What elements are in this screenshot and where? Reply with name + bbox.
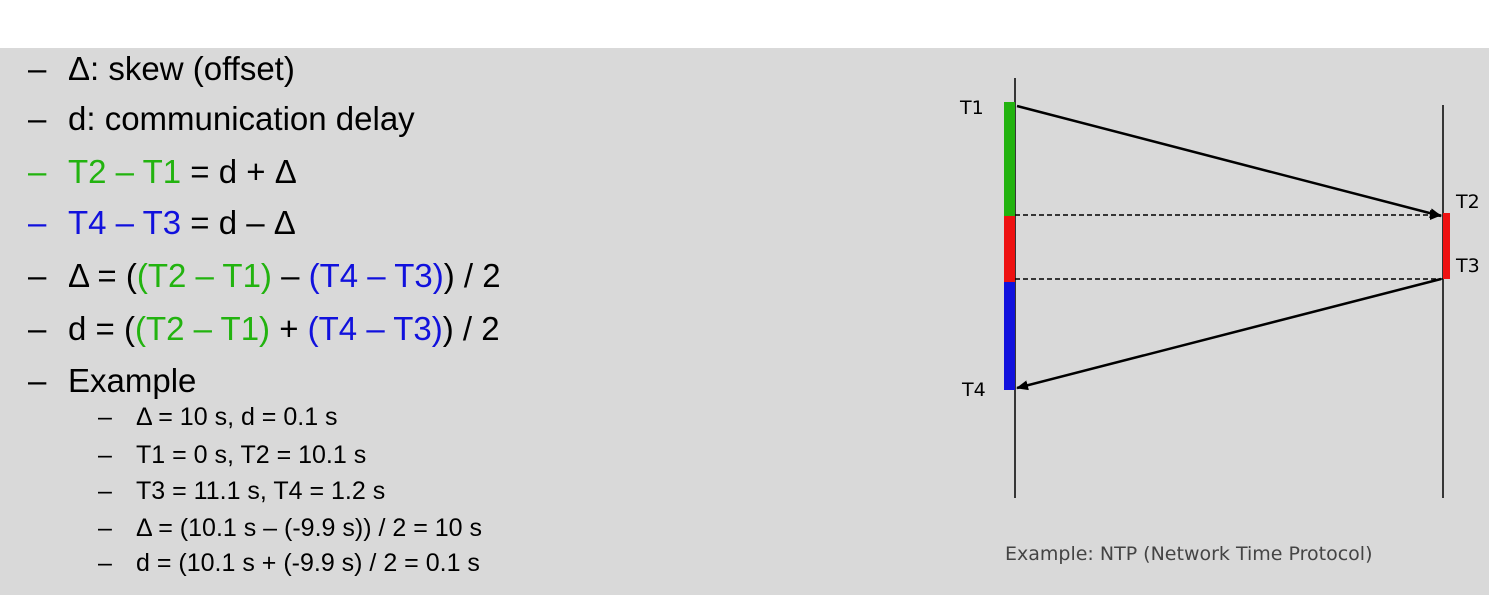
formula-prefix: d = ( (68, 310, 135, 347)
eq-rhs: = d – Δ (181, 204, 296, 241)
formula-suffix: ) / 2 (442, 310, 500, 347)
bullet-dash: – (28, 153, 47, 190)
label-t1: T1 (959, 97, 984, 119)
server-segment-t2-t3 (1443, 213, 1450, 279)
formula-operator: – (271, 257, 309, 294)
eq-lhs: T4 – T3 (68, 204, 182, 241)
bullet-delay: – d: communication delay (28, 99, 415, 139)
label-t2: T2 (1455, 191, 1480, 213)
example-item: – Δ = 10 s, d = 0.1 s (98, 402, 338, 432)
sub-dash: – (98, 441, 112, 469)
bullet-delay-formula: – d = ((T2 – T1) + (T4 – T3)) / 2 (28, 309, 500, 349)
example-text: Δ = 10 s, d = 0.1 s (136, 403, 338, 431)
example-text: T1 = 0 s, T2 = 10.1 s (136, 441, 367, 469)
example-text: d = (10.1 s + (-9.9 s) / 2 = 0.1 s (136, 549, 480, 577)
eq-lhs: T2 – T1 (68, 153, 182, 190)
sub-dash: – (98, 514, 112, 542)
example-item: – T1 = 0 s, T2 = 10.1 s (98, 440, 366, 470)
example-item: – d = (10.1 s + (-9.9 s) / 2 = 0.1 s (98, 548, 480, 578)
formula-operator: + (270, 310, 308, 347)
client-segment-t2-t3 (1004, 216, 1015, 282)
bullet-dash: – (28, 362, 47, 399)
bullet-text: d: communication delay (68, 100, 415, 137)
example-item: – T3 = 11.1 s, T4 = 1.2 s (98, 476, 385, 506)
example-item: – Δ = (10.1 s – (-9.9 s)) / 2 = 10 s (98, 513, 482, 543)
formula-blue-term: (T4 – T3) (308, 257, 444, 294)
bullet-example: – Example (28, 361, 196, 401)
sub-dash: – (98, 549, 112, 577)
formula-green-term: (T2 – T1) (136, 257, 272, 294)
bullet-dash: – (28, 100, 47, 137)
bullet-skew: – Δ: skew (offset) (28, 49, 295, 89)
eq-rhs: = d + Δ (181, 153, 297, 190)
bullet-dash: – (28, 204, 47, 241)
label-t4: T4 (961, 379, 986, 401)
example-text: T3 = 11.1 s, T4 = 1.2 s (136, 477, 386, 505)
bullet-skew-formula: – Δ = ((T2 – T1) – (T4 – T3)) / 2 (28, 256, 501, 296)
client-segment-t1-t2 (1004, 102, 1015, 216)
formula-suffix: ) / 2 (443, 257, 501, 294)
sub-dash: – (98, 477, 112, 505)
slide: – Δ: skew (offset) – d: communication dela… (0, 48, 1489, 595)
formula-blue-term: (T4 – T3) (307, 310, 443, 347)
request-arrow (1016, 104, 1442, 219)
sub-dash: – (98, 403, 112, 431)
bullet-dash: – (28, 310, 47, 347)
bullet-dash: – (28, 50, 47, 87)
example-text: Δ = (10.1 s – (-9.9 s)) / 2 = 10 s (136, 514, 483, 542)
bullet-eq-t2-t1: – T2 – T1 = d + Δ (28, 152, 297, 192)
ntp-timing-diagram: T1 T2 T3 T4 Example: NTP (Network Time P… (959, 78, 1480, 565)
label-t3: T3 (1455, 255, 1480, 277)
formula-prefix: Δ = ( (68, 257, 137, 294)
response-arrow (1016, 277, 1442, 391)
diagram-caption: Example: NTP (Network Time Protocol) (1005, 543, 1373, 565)
client-segment-t3-t4 (1004, 282, 1015, 390)
bullet-eq-t4-t3: – T4 – T3 = d – Δ (28, 203, 296, 243)
bullet-dash: – (28, 257, 47, 294)
bullet-text: Δ: skew (offset) (68, 50, 295, 87)
formula-green-term: (T2 – T1) (134, 310, 271, 347)
bullet-text: Example (68, 362, 197, 399)
